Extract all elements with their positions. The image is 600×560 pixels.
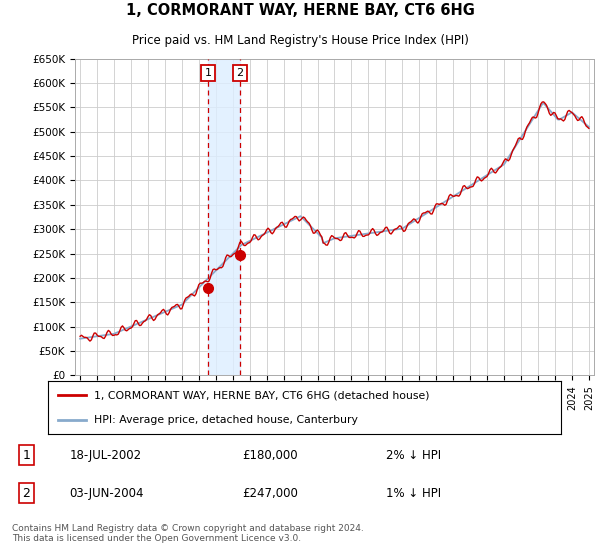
Text: 2: 2: [22, 487, 31, 500]
Text: 1, CORMORANT WAY, HERNE BAY, CT6 6HG: 1, CORMORANT WAY, HERNE BAY, CT6 6HG: [125, 3, 475, 18]
Text: 2: 2: [236, 68, 244, 78]
Text: 1: 1: [22, 449, 31, 461]
Text: 1% ↓ HPI: 1% ↓ HPI: [386, 487, 442, 500]
Text: 1, CORMORANT WAY, HERNE BAY, CT6 6HG (detached house): 1, CORMORANT WAY, HERNE BAY, CT6 6HG (de…: [94, 390, 430, 400]
Text: Contains HM Land Registry data © Crown copyright and database right 2024.
This d: Contains HM Land Registry data © Crown c…: [12, 524, 364, 543]
Text: £180,000: £180,000: [242, 449, 298, 461]
Text: 2% ↓ HPI: 2% ↓ HPI: [386, 449, 442, 461]
Bar: [208, 59, 240, 375]
Text: 1: 1: [205, 68, 211, 78]
Text: HPI: Average price, detached house, Canterbury: HPI: Average price, detached house, Cant…: [94, 414, 358, 424]
Text: 03-JUN-2004: 03-JUN-2004: [70, 487, 144, 500]
Text: Price paid vs. HM Land Registry's House Price Index (HPI): Price paid vs. HM Land Registry's House …: [131, 34, 469, 47]
Text: £247,000: £247,000: [242, 487, 298, 500]
Text: 18-JUL-2002: 18-JUL-2002: [70, 449, 142, 461]
